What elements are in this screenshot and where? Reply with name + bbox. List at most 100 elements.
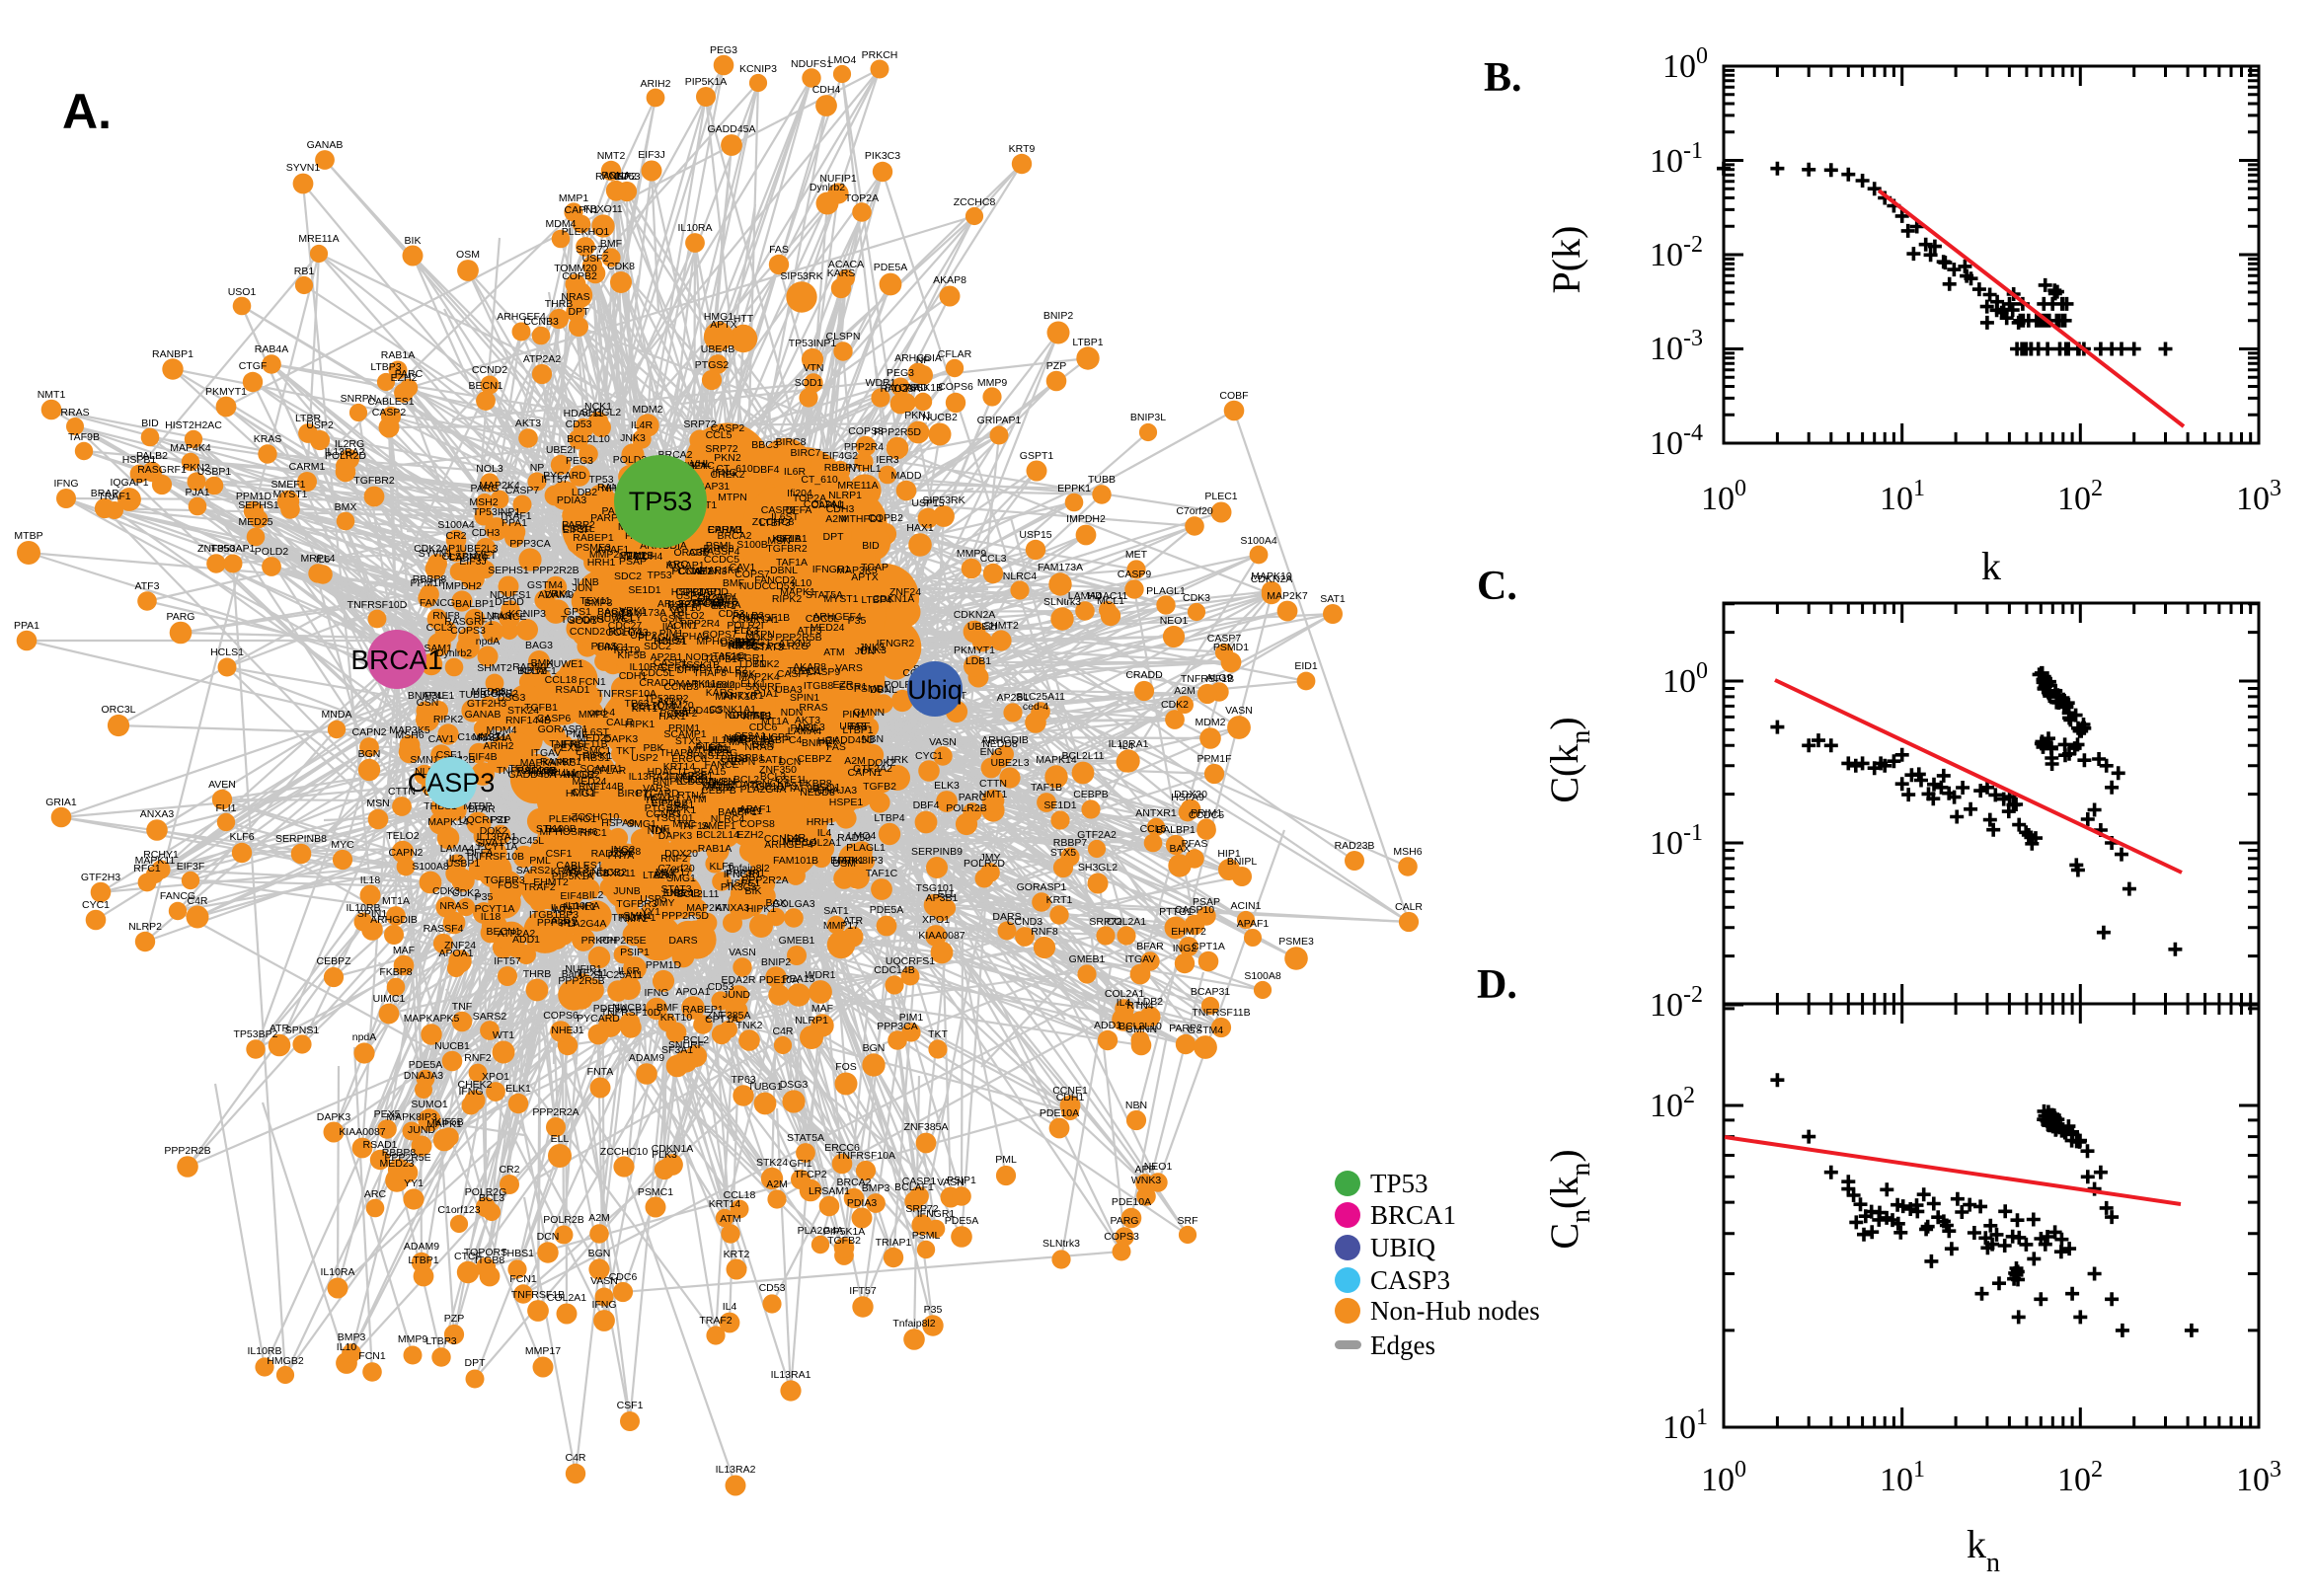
- svg-text:CASP1: CASP1: [902, 1176, 937, 1187]
- svg-text:FLI1: FLI1: [215, 802, 236, 814]
- svg-text:ING2: ING2: [611, 844, 636, 856]
- svg-text:JUNB: JUNB: [613, 885, 640, 897]
- svg-text:HAX1: HAX1: [906, 522, 934, 534]
- svg-text:KIAA0087: KIAA0087: [339, 1126, 385, 1138]
- svg-text:NDUFS1: NDUFS1: [791, 58, 832, 70]
- svg-text:CASP2: CASP2: [372, 407, 407, 418]
- svg-text:RFC1: RFC1: [579, 827, 607, 839]
- svg-text:GRIA1: GRIA1: [45, 797, 77, 808]
- svg-text:BFAR: BFAR: [1136, 941, 1164, 952]
- svg-text:RASSF4: RASSF4: [424, 923, 464, 935]
- svg-text:PLEC1: PLEC1: [1204, 491, 1237, 502]
- svg-text:MTPN: MTPN: [718, 492, 747, 503]
- svg-text:RBBP8: RBBP8: [413, 573, 447, 585]
- svg-text:PLAGL1: PLAGL1: [1146, 585, 1186, 597]
- svg-text:FAM101B: FAM101B: [773, 855, 818, 867]
- svg-text:EHMT2: EHMT2: [1171, 926, 1206, 938]
- svg-text:NLRP2: NLRP2: [128, 921, 162, 933]
- svg-text:A2M: A2M: [844, 755, 866, 767]
- svg-text:TNFRSF1B: TNFRSF1B: [1181, 673, 1234, 685]
- svg-text:RAD23B: RAD23B: [1335, 840, 1375, 852]
- svg-text:ATF3: ATF3: [135, 580, 160, 592]
- svg-text:APAF1: APAF1: [1237, 918, 1270, 930]
- svg-text:TRIAP1: TRIAP1: [876, 1237, 912, 1249]
- svg-text:MDM2: MDM2: [633, 404, 663, 416]
- svg-text:PSAP: PSAP: [1193, 896, 1220, 908]
- svg-text:VASN: VASN: [729, 947, 756, 958]
- svg-text:POLR2B: POLR2B: [543, 1214, 583, 1226]
- svg-text:CARM1: CARM1: [289, 461, 326, 473]
- svg-text:TGFBR2: TGFBR2: [353, 475, 395, 487]
- svg-text:MRE11A: MRE11A: [837, 480, 878, 492]
- svg-text:A2M: A2M: [1174, 685, 1196, 697]
- svg-text:BMP3: BMP3: [862, 1182, 890, 1194]
- svg-text:BIRC7: BIRC7: [791, 447, 821, 459]
- svg-text:ATM: ATM: [720, 1213, 740, 1225]
- svg-text:AVEN: AVEN: [208, 779, 236, 791]
- svg-text:MRPL4: MRPL4: [300, 553, 335, 565]
- svg-text:RB1: RB1: [294, 266, 315, 277]
- svg-text:A2M: A2M: [766, 1178, 788, 1190]
- svg-text:IL2RG: IL2RG: [335, 438, 364, 450]
- svg-text:IFNG: IFNG: [53, 478, 78, 490]
- svg-text:MAP2K7: MAP2K7: [686, 902, 728, 914]
- svg-text:MSN: MSN: [366, 798, 389, 809]
- svg-text:TGFB2: TGFB2: [863, 781, 896, 793]
- svg-text:PIM1: PIM1: [899, 1012, 924, 1024]
- svg-text:SRP72: SRP72: [1089, 916, 1121, 928]
- svg-text:DNAJA3: DNAJA3: [404, 1070, 443, 1082]
- svg-text:GMEB1: GMEB1: [779, 935, 815, 947]
- svg-text:COPS3: COPS3: [1104, 1231, 1139, 1243]
- svg-text:POLR2B: POLR2B: [946, 802, 986, 814]
- svg-text:GORASP1: GORASP1: [1017, 881, 1067, 893]
- svg-text:KRT9: KRT9: [1009, 143, 1036, 155]
- svg-text:USO1: USO1: [228, 286, 257, 298]
- svg-text:CPT1A: CPT1A: [1192, 941, 1225, 952]
- svg-text:VTN: VTN: [804, 362, 824, 374]
- svg-text:TAF1C: TAF1C: [866, 868, 898, 879]
- svg-text:XPO1: XPO1: [922, 914, 950, 926]
- svg-text:RAB4A: RAB4A: [255, 343, 288, 355]
- svg-text:CCL5: CCL5: [706, 429, 733, 441]
- svg-text:CALR: CALR: [1395, 901, 1423, 913]
- svg-text:CYC1: CYC1: [915, 750, 943, 762]
- svg-text:ATP2A2: ATP2A2: [523, 353, 561, 365]
- svg-text:MSH6: MSH6: [1393, 846, 1422, 858]
- svg-text:TP53AP1: TP53AP1: [612, 912, 656, 924]
- svg-text:TSG101: TSG101: [915, 882, 954, 894]
- svg-text:RAB1A: RAB1A: [381, 349, 415, 361]
- svg-text:SE1D1: SE1D1: [1043, 799, 1076, 811]
- svg-text:TELO2: TELO2: [386, 830, 419, 842]
- svg-text:KRT1: KRT1: [1046, 894, 1073, 906]
- svg-text:IFT57: IFT57: [494, 955, 521, 967]
- svg-text:CTCF: CTCF: [572, 787, 599, 798]
- svg-text:EID1: EID1: [1294, 660, 1318, 672]
- svg-text:PJA1: PJA1: [185, 487, 209, 498]
- svg-text:CLSPN: CLSPN: [441, 551, 476, 563]
- svg-text:NMT1: NMT1: [38, 389, 66, 401]
- svg-text:CCNE1: CCNE1: [1052, 1085, 1088, 1097]
- svg-text:COBF: COBF: [1219, 390, 1248, 402]
- svg-text:PRKCH: PRKCH: [862, 49, 898, 61]
- svg-text:BMX: BMX: [335, 501, 357, 513]
- svg-text:MAP2K7: MAP2K7: [1267, 590, 1308, 602]
- svg-text:PEG3: PEG3: [887, 367, 914, 379]
- svg-text:ATP2A2: ATP2A2: [498, 928, 535, 940]
- svg-text:DNAJA3: DNAJA3: [817, 785, 857, 797]
- svg-text:PIP5K1A: PIP5K1A: [685, 76, 728, 88]
- svg-text:CEBPZ: CEBPZ: [797, 753, 832, 765]
- svg-text:BCAP31: BCAP31: [1191, 986, 1230, 998]
- svg-text:RIPK2: RIPK2: [433, 714, 464, 725]
- svg-text:CASP9: CASP9: [1118, 569, 1152, 580]
- svg-text:MAP4K4: MAP4K4: [170, 442, 211, 454]
- svg-text:ZNF24: ZNF24: [444, 940, 476, 951]
- svg-text:CCL5: CCL5: [1140, 823, 1167, 835]
- svg-text:TRAF2: TRAF2: [699, 1315, 732, 1327]
- svg-text:RRAS: RRAS: [60, 407, 89, 418]
- svg-text:PSML: PSML: [912, 1230, 941, 1242]
- svg-text:CCND2: CCND2: [472, 364, 507, 376]
- svg-text:MCL1: MCL1: [1097, 595, 1124, 607]
- svg-text:CR2: CR2: [445, 530, 466, 542]
- svg-text:BID: BID: [141, 418, 159, 429]
- svg-text:ZCCHC8: ZCCHC8: [954, 196, 996, 208]
